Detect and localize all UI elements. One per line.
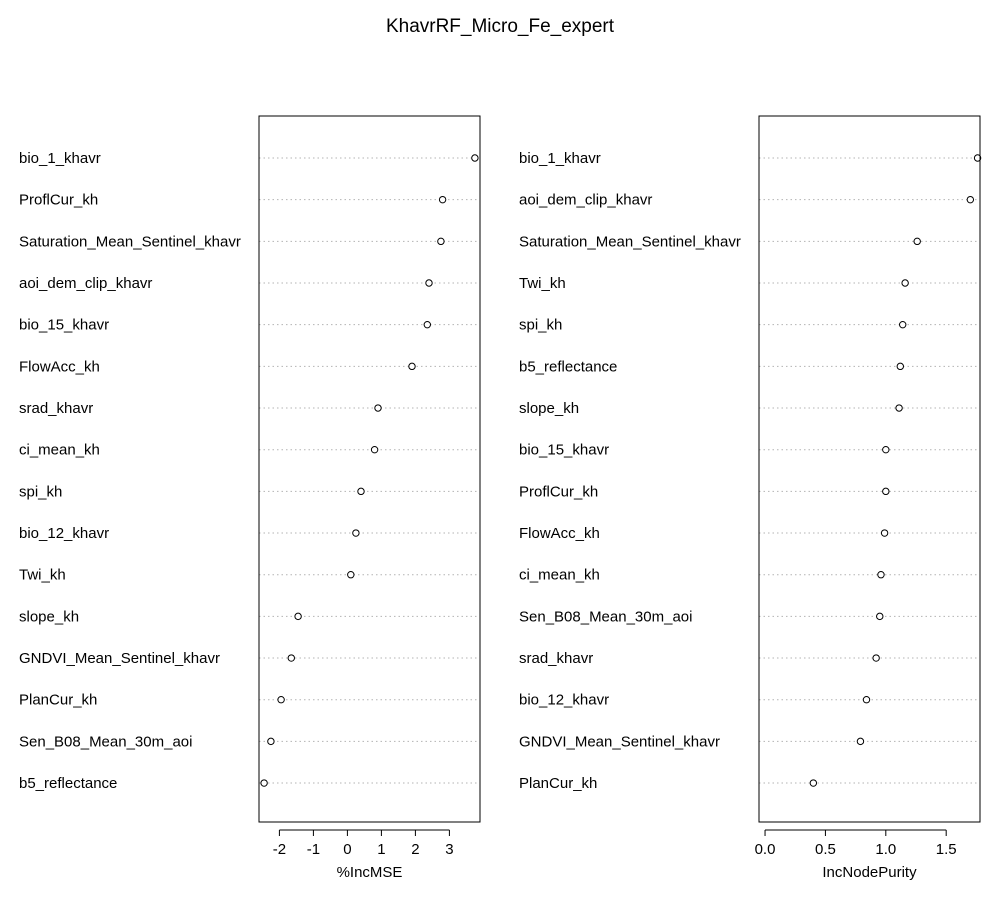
x-tick-label: -1 [307,841,320,858]
x-tick-label: 1 [377,841,385,858]
plot-frame [258,115,481,823]
variable-label: srad_khavr [19,400,93,417]
variable-label: GNDVI_Mean_Sentinel_khavr [19,650,220,667]
variable-label: bio_12_khavr [519,692,609,709]
data-point [374,404,382,412]
data-point [872,654,880,662]
data-point [357,487,365,496]
variable-label: bio_15_khavr [519,442,609,459]
variable-label: aoi_dem_clip_khavr [19,275,152,292]
variable-label: FlowAcc_kh [19,358,100,375]
data-point [882,445,890,454]
data-point [370,445,379,454]
variable-label: Sen_B08_Mean_30m_aoi [519,608,692,625]
x-tick-label: 3 [445,841,453,858]
variable-label: Sen_B08_Mean_30m_aoi [19,733,192,750]
variable-label: bio_15_khavr [19,317,109,334]
variable-label: bio_1_khavr [19,150,101,167]
variable-label: b5_reflectance [519,358,617,375]
plot-frame [758,115,981,823]
variable-label: bio_12_khavr [19,525,109,542]
data-point [899,320,907,329]
panel-incnodepurity: bio_1_khavr aoi_dem_clip_khavr Saturation_… [519,115,982,881]
x-tick-label: 2 [411,841,419,858]
variable-label: ProflCur_kh [19,192,98,209]
data-point [277,696,285,704]
x-axis-title: %IncMSE [337,864,403,881]
x-tick-label: 0.0 [755,841,776,858]
variable-label: GNDVI_Mean_Sentinel_khavr [519,733,720,750]
panel-incmse: bio_1_khavr ProflCur_kh Saturation_Mean_Se… [19,115,481,881]
page-title: KhavrRF_Micro_Fe_expert [385,16,615,37]
variable-label: aoi_dem_clip_khavr [519,192,652,209]
data-point [877,571,885,579]
x-tick-label: 1.5 [936,841,957,858]
variable-label: slope_kh [19,608,79,625]
variable-label: bio_1_khavr [519,150,601,167]
data-point [880,529,889,537]
variable-label: spi_kh [519,317,562,334]
data-point [913,237,921,246]
data-point [973,154,982,162]
variable-label: slope_kh [519,400,579,417]
data-point [425,279,433,287]
variable-label: Twi_kh [519,275,566,292]
variable-label: b5_reflectance [19,775,117,792]
data-point [287,654,295,662]
x-tick-label: 1.0 [875,841,896,858]
variable-label: ProflCur_kh [519,483,598,500]
data-point [267,737,275,746]
x-tick-label: -2 [273,841,286,858]
x-axis-title: IncNodePurity [822,864,917,881]
variable-label: PlanCur_kh [519,775,597,792]
data-point [438,195,447,204]
variable-label: ci_mean_kh [19,442,100,459]
data-point [294,612,302,621]
data-point [471,154,479,162]
variable-label: PlanCur_kh [19,692,97,709]
data-point [352,529,360,537]
data-point [901,279,909,287]
variable-label: ci_mean_kh [519,567,600,584]
variable-label: Twi_kh [19,567,66,584]
x-tick-label: 0 [343,841,351,858]
data-point [809,779,818,787]
data-point [862,696,871,704]
variable-label: Saturation_Mean_Sentinel_khavr [19,233,241,250]
variable-label: FlowAcc_kh [519,525,600,542]
data-point [966,195,975,204]
variable-label: Saturation_Mean_Sentinel_khavr [519,233,741,250]
data-point [437,237,445,246]
data-point [408,362,416,371]
x-tick-label: 0.5 [815,841,836,858]
data-point [347,571,355,579]
data-point [882,487,890,496]
variable-label: spi_kh [19,483,62,500]
data-point [895,404,903,412]
data-point [260,779,268,787]
variable-label: srad_khavr [519,650,593,667]
data-point [876,612,884,621]
data-point [896,362,904,371]
data-point [856,737,865,746]
data-point [423,320,431,329]
